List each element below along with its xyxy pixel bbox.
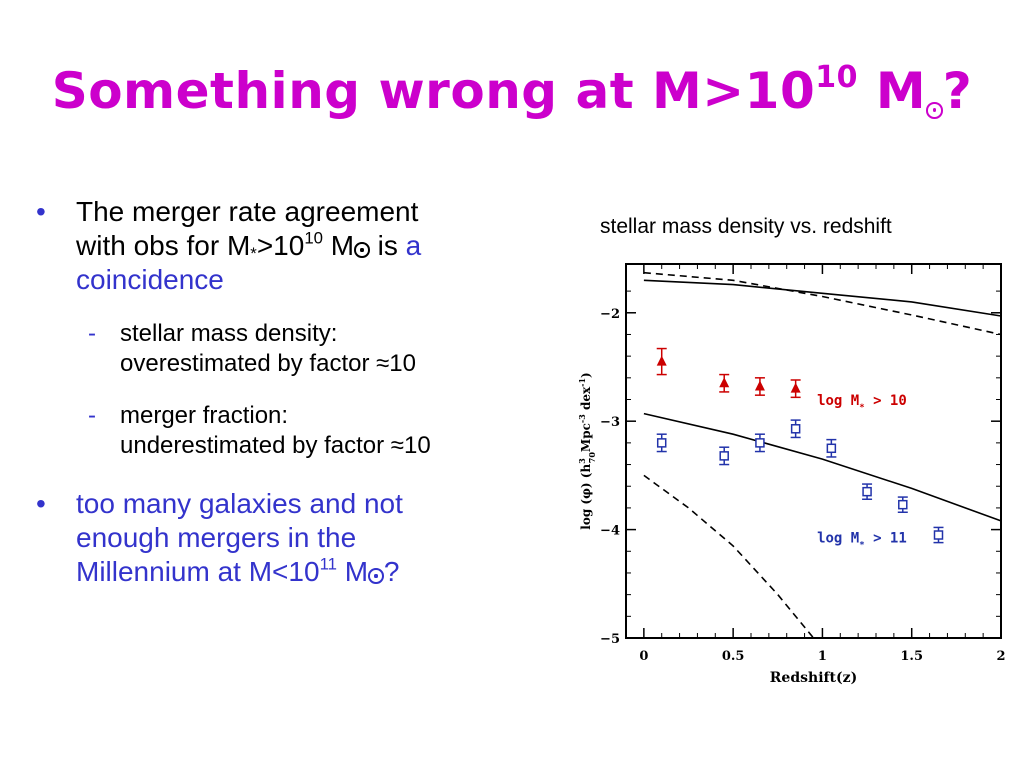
y-tick-label: −3 bbox=[600, 415, 620, 430]
data-point-triangle bbox=[719, 377, 730, 388]
bullet-list: • The merger rate agreement with obs for… bbox=[30, 195, 560, 589]
data-point-square bbox=[755, 438, 765, 448]
bullet-too-many-galaxies: • too many galaxies and not enough merge… bbox=[30, 487, 560, 589]
data-point-square bbox=[656, 438, 667, 448]
data-point-square bbox=[826, 443, 837, 454]
subbullet-merger-fraction: - merger fraction: underestimated by fac… bbox=[88, 402, 431, 459]
data-point-square bbox=[898, 499, 908, 510]
x-tick-label: 2 bbox=[996, 649, 1005, 664]
sun-symbol-icon bbox=[354, 242, 370, 258]
bullet-merger-rate: • The merger rate agreement with obs for… bbox=[30, 195, 560, 297]
slide-title: Something wrong at M>1010 M? bbox=[0, 62, 1024, 120]
chart-caption: stellar mass density vs. redshift bbox=[600, 215, 892, 238]
data-point-square bbox=[862, 486, 872, 497]
data-point-triangle bbox=[790, 382, 801, 393]
y-axis-label: log (φ) (h370Mpc-3 dex-1) bbox=[577, 372, 597, 529]
y-tick-label: −5 bbox=[600, 632, 620, 647]
data-point-square bbox=[933, 530, 944, 540]
data-point-triangle bbox=[656, 355, 667, 366]
x-tick-label: 1.5 bbox=[900, 649, 923, 664]
model-curve-solid bbox=[643, 412, 1002, 522]
x-tick-label: 0.5 bbox=[722, 649, 745, 664]
annotation-logm11: log M* > 11 bbox=[817, 531, 907, 551]
sun-symbol-icon bbox=[926, 89, 943, 124]
coincidence-text: a coincidence bbox=[76, 230, 422, 295]
x-axis-label: Redshift(z) bbox=[770, 670, 857, 686]
dash-icon: - bbox=[88, 320, 96, 347]
bullet1-line1: The merger rate agreement bbox=[76, 196, 419, 227]
dash-icon: - bbox=[88, 402, 96, 429]
y-tick-label: −4 bbox=[600, 524, 620, 539]
bullet-dot-icon: • bbox=[36, 488, 46, 519]
annotation-logm10: log M* > 10 bbox=[817, 393, 907, 413]
x-tick-label: 1 bbox=[818, 649, 827, 664]
bullet1-line2: with obs for M*>1010 M is a coincidence bbox=[76, 228, 422, 295]
chart-frame bbox=[625, 263, 1002, 639]
data-point-square bbox=[719, 451, 729, 461]
y-tick-label: −2 bbox=[600, 307, 620, 322]
stellar-mass-density-chart: 0 0.5 1 1.5 2 −2 −3 −4 −5 log M* > 10 log M* > 11 R… bbox=[577, 263, 1006, 686]
data-point-triangle bbox=[754, 380, 765, 391]
model-curve-solid bbox=[643, 279, 1002, 317]
title-exponent: 10 bbox=[815, 60, 859, 95]
subbullet-stellar-mass: - stellar mass density: overestimated by… bbox=[88, 320, 416, 377]
bullet2-line3: Millennium at M<1011 M? bbox=[76, 554, 400, 587]
x-tick-label: 0 bbox=[639, 649, 648, 664]
sun-symbol-icon bbox=[368, 568, 384, 584]
data-point-square bbox=[790, 424, 801, 434]
model-curve-dashed bbox=[643, 474, 815, 639]
bullet-dot-icon: • bbox=[36, 196, 46, 227]
model-curve-dashed bbox=[643, 271, 1002, 336]
